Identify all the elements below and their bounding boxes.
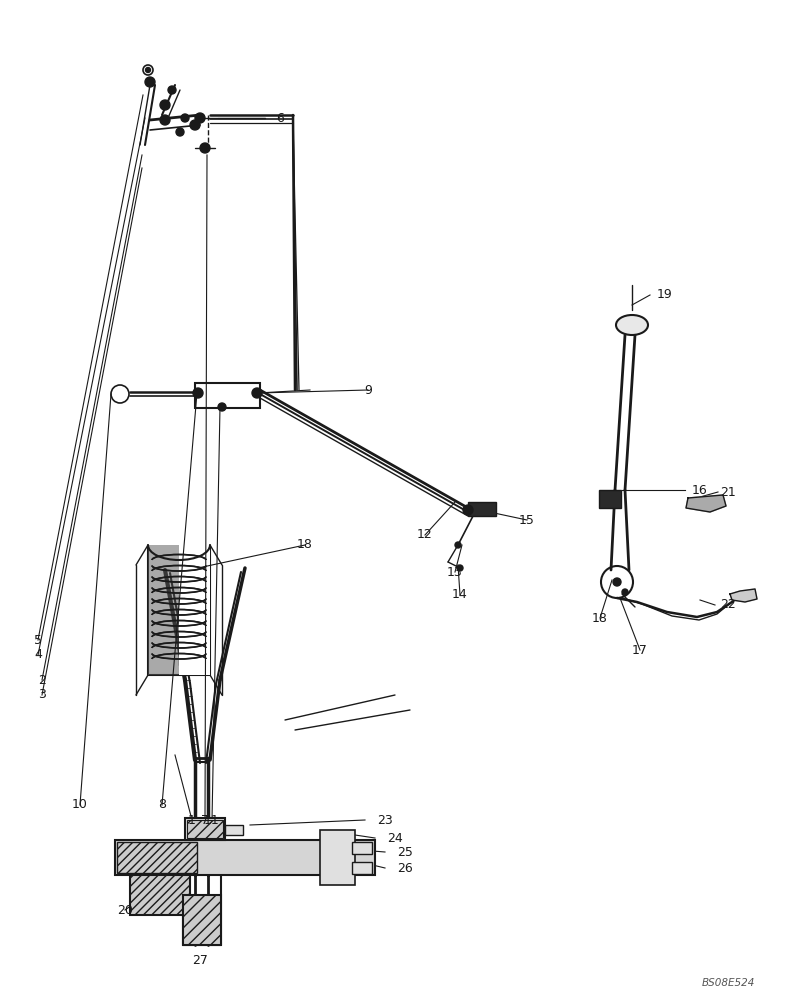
Text: 3: 3 [38, 688, 46, 702]
Circle shape [455, 542, 461, 548]
Text: 13: 13 [447, 566, 463, 578]
Text: 9: 9 [364, 383, 372, 396]
Bar [225, 825, 243, 835]
Text: 26: 26 [397, 861, 413, 874]
Text: 25: 25 [397, 846, 413, 858]
Text: 4: 4 [34, 648, 42, 662]
Bar [117, 842, 197, 873]
Text: 22: 22 [720, 598, 736, 611]
Circle shape [146, 68, 150, 73]
Bar [185, 818, 225, 840]
Bar [115, 840, 375, 875]
Circle shape [252, 388, 262, 398]
Bar [320, 830, 355, 885]
Bar [148, 545, 179, 675]
Bar [352, 842, 372, 854]
Text: 12: 12 [417, 528, 433, 542]
Text: 10: 10 [72, 798, 88, 812]
Bar [599, 490, 621, 508]
Text: 1: 1 [188, 814, 196, 826]
Text: 5: 5 [34, 634, 42, 647]
Bar [195, 383, 260, 408]
Circle shape [193, 388, 203, 398]
Text: BS08E524: BS08E524 [702, 978, 755, 988]
Circle shape [218, 403, 226, 411]
Text: 18: 18 [297, 538, 313, 552]
Circle shape [457, 565, 463, 571]
Circle shape [160, 100, 170, 110]
Circle shape [181, 114, 189, 122]
Text: 11: 11 [204, 814, 220, 826]
Circle shape [613, 578, 621, 586]
Circle shape [176, 128, 184, 136]
Text: 18: 18 [592, 611, 608, 624]
Bar [183, 895, 221, 945]
Text: 20: 20 [117, 904, 133, 916]
Text: 14: 14 [452, 588, 468, 601]
Ellipse shape [616, 315, 648, 335]
Polygon shape [730, 589, 757, 602]
Circle shape [622, 589, 628, 595]
Circle shape [190, 120, 200, 130]
Text: 7: 7 [201, 814, 209, 826]
Bar [352, 862, 372, 874]
Circle shape [195, 113, 205, 123]
Circle shape [145, 77, 155, 87]
Bar [130, 875, 190, 915]
Bar [468, 502, 496, 516]
Text: 24: 24 [387, 832, 403, 844]
Text: 16: 16 [692, 484, 708, 496]
Circle shape [160, 115, 170, 125]
Polygon shape [686, 495, 726, 512]
Text: 23: 23 [377, 814, 393, 826]
Text: 27: 27 [192, 954, 208, 966]
Text: 21: 21 [720, 486, 736, 498]
Text: 19: 19 [657, 288, 673, 302]
Bar [179, 545, 210, 675]
Text: 2: 2 [38, 674, 46, 686]
Circle shape [200, 143, 210, 153]
Bar [187, 820, 223, 838]
Text: 6: 6 [276, 111, 284, 124]
Circle shape [463, 505, 473, 515]
Text: 15: 15 [519, 514, 535, 526]
Circle shape [168, 86, 176, 94]
Text: 8: 8 [158, 798, 166, 812]
Text: 17: 17 [632, 644, 648, 656]
